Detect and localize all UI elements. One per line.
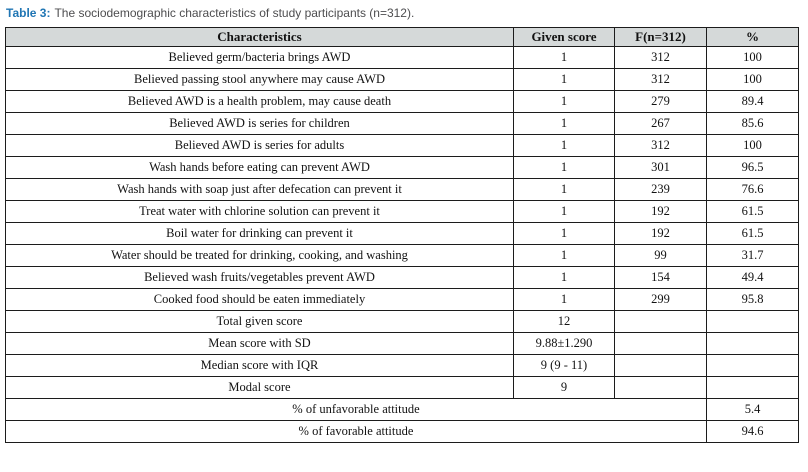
column-header-characteristics: Characteristics [5, 27, 514, 47]
table-header-row: Characteristics Given score F(n=312) % [5, 27, 799, 47]
table-row: Cooked food should be eaten immediately 1… [5, 288, 799, 311]
table-row: Believed passing stool anywhere may caus… [5, 68, 799, 91]
table-row: Total given score 12 [5, 310, 799, 333]
table-row: Water should be treated for drinking, co… [5, 244, 799, 267]
table-row: Believed wash fruits/vegetables prevent … [5, 266, 799, 289]
frequency-cell: 154 [614, 266, 707, 289]
given-score-cell: 1 [513, 266, 615, 289]
summary-label-cell: % of unfavorable attitude [5, 398, 707, 421]
table-row: Believed AWD is series for adults 1 312 100 [5, 134, 799, 157]
table-body: Believed germ/bacteria brings AWD 1 312 100… [5, 46, 799, 443]
given-score-cell: 1 [513, 112, 615, 135]
characteristic-cell: Water should be treated for drinking, co… [5, 244, 514, 267]
column-header-percent: % [706, 27, 799, 47]
attitude-table: Characteristics Given score F(n=312) % B… [5, 27, 799, 443]
table-caption-label: Table 3: [6, 6, 51, 20]
frequency-cell: 267 [614, 112, 707, 135]
table-row: Mean score with SD 9.88±1.290 [5, 332, 799, 355]
summary-label-cell: % of favorable attitude [5, 420, 707, 443]
characteristic-cell: Total given score [5, 310, 514, 333]
frequency-cell [614, 332, 707, 355]
characteristic-cell: Mean score with SD [5, 332, 514, 355]
frequency-cell: 239 [614, 178, 707, 201]
characteristic-cell: Treat water with chlorine solution can p… [5, 200, 514, 223]
given-score-cell: 1 [513, 178, 615, 201]
table-caption: Table 3: The sociodemographic characteris… [6, 4, 803, 22]
given-score-cell: 9 (9 - 11) [513, 354, 615, 377]
percent-cell: 76.6 [706, 178, 799, 201]
summary-row: % of favorable attitude 94.6 [5, 420, 799, 443]
table-row: Wash hands before eating can prevent AWD… [5, 156, 799, 179]
given-score-cell: 9 [513, 376, 615, 399]
frequency-cell: 301 [614, 156, 707, 179]
summary-percent-cell: 5.4 [706, 398, 799, 421]
characteristic-cell: Modal score [5, 376, 514, 399]
characteristic-cell: Believed germ/bacteria brings AWD [5, 46, 514, 69]
table-row: Wash hands with soap just after defecati… [5, 178, 799, 201]
given-score-cell: 1 [513, 134, 615, 157]
given-score-cell: 1 [513, 244, 615, 267]
percent-cell: 61.5 [706, 200, 799, 223]
percent-cell: 85.6 [706, 112, 799, 135]
percent-cell: 49.4 [706, 266, 799, 289]
table-row: Believed AWD is series for children 1 267 8… [5, 112, 799, 135]
frequency-cell [614, 310, 707, 333]
percent-cell [706, 376, 799, 399]
percent-cell: 61.5 [706, 222, 799, 245]
frequency-cell [614, 376, 707, 399]
percent-cell: 100 [706, 134, 799, 157]
given-score-cell: 1 [513, 222, 615, 245]
frequency-cell [614, 354, 707, 377]
summary-row: % of unfavorable attitude 5.4 [5, 398, 799, 421]
characteristic-cell: Cooked food should be eaten immediately [5, 288, 514, 311]
given-score-cell: 9.88±1.290 [513, 332, 615, 355]
percent-cell [706, 310, 799, 333]
characteristic-cell: Wash hands before eating can prevent AWD [5, 156, 514, 179]
summary-percent-cell: 94.6 [706, 420, 799, 443]
percent-cell: 100 [706, 46, 799, 69]
frequency-cell: 312 [614, 134, 707, 157]
column-header-given-score: Given score [513, 27, 615, 47]
percent-cell: 95.8 [706, 288, 799, 311]
frequency-cell: 299 [614, 288, 707, 311]
given-score-cell: 1 [513, 68, 615, 91]
table-row: Boil water for drinking can prevent it 1 1… [5, 222, 799, 245]
percent-cell: 100 [706, 68, 799, 91]
table-row: Modal score 9 [5, 376, 799, 399]
frequency-cell: 312 [614, 46, 707, 69]
column-header-frequency: F(n=312) [614, 27, 707, 47]
percent-cell: 96.5 [706, 156, 799, 179]
percent-cell: 31.7 [706, 244, 799, 267]
table-row: Believed AWD is a health problem, may ca… [5, 90, 799, 113]
table-row: Median score with IQR 9 (9 - 11) [5, 354, 799, 377]
characteristic-cell: Believed AWD is series for adults [5, 134, 514, 157]
given-score-cell: 1 [513, 288, 615, 311]
percent-cell [706, 354, 799, 377]
given-score-cell: 1 [513, 156, 615, 179]
percent-cell [706, 332, 799, 355]
table-row: Treat water with chlorine solution can p… [5, 200, 799, 223]
characteristic-cell: Believed wash fruits/vegetables prevent … [5, 266, 514, 289]
given-score-cell: 12 [513, 310, 615, 333]
characteristic-cell: Believed AWD is a health problem, may ca… [5, 90, 514, 113]
given-score-cell: 1 [513, 200, 615, 223]
frequency-cell: 192 [614, 222, 707, 245]
given-score-cell: 1 [513, 90, 615, 113]
table-row: Believed germ/bacteria brings AWD 1 312 100 [5, 46, 799, 69]
frequency-cell: 312 [614, 68, 707, 91]
percent-cell: 89.4 [706, 90, 799, 113]
frequency-cell: 99 [614, 244, 707, 267]
characteristic-cell: Median score with IQR [5, 354, 514, 377]
characteristic-cell: Boil water for drinking can prevent it [5, 222, 514, 245]
characteristic-cell: Believed AWD is series for children [5, 112, 514, 135]
frequency-cell: 279 [614, 90, 707, 113]
frequency-cell: 192 [614, 200, 707, 223]
page: Table 3: The sociodemographic characteris… [5, 4, 803, 443]
characteristic-cell: Believed passing stool anywhere may caus… [5, 68, 514, 91]
table-caption-text: The sociodemographic characteristics of … [54, 6, 415, 20]
characteristic-cell: Wash hands with soap just after defecati… [5, 178, 514, 201]
given-score-cell: 1 [513, 46, 615, 69]
